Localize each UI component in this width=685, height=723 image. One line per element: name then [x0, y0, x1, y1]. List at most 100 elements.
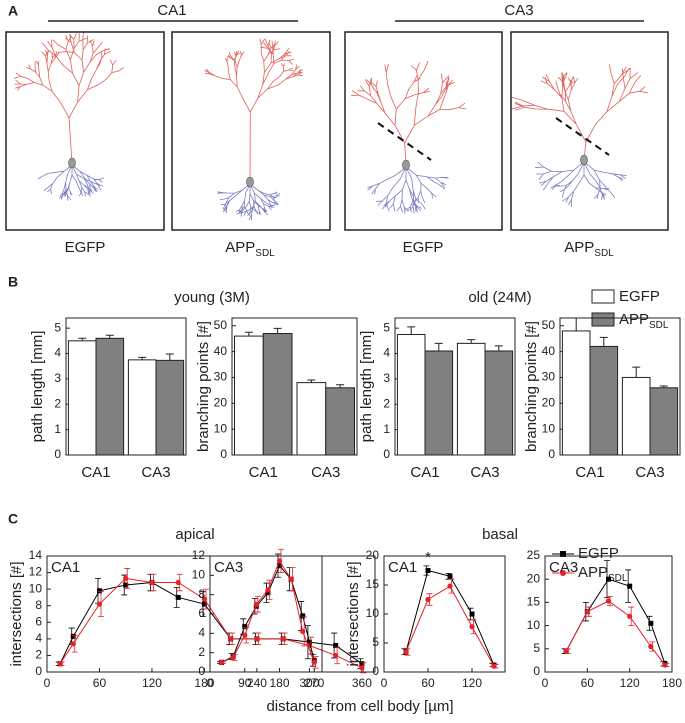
image-caption-main: EGFP: [65, 239, 106, 256]
legend-label: APPSDL: [619, 311, 669, 331]
y-tick-label: 0: [54, 447, 61, 461]
chart-label: CA3: [214, 559, 243, 576]
basal-dendrites: [534, 161, 627, 208]
y-tick-label: 0: [533, 664, 540, 678]
marker: [201, 601, 207, 607]
legend-swatch: [591, 289, 615, 304]
bar: [325, 387, 355, 456]
error-bar: [494, 345, 503, 351]
y-tick-label: 8: [198, 587, 205, 601]
chart-label: CA1: [51, 559, 80, 576]
legend-label-main: APP: [619, 311, 649, 328]
y-tick-label: 40: [214, 344, 228, 358]
legend-marker: [560, 551, 566, 557]
marker: [57, 661, 63, 667]
marker: [648, 620, 654, 626]
y-tick-label: 2: [54, 396, 61, 410]
marker: [149, 579, 155, 586]
y-tick-label: 20: [542, 395, 556, 409]
error-bar: [572, 317, 581, 331]
border-line: [377, 122, 432, 161]
apical-dendrites: [511, 64, 648, 161]
marker: [70, 633, 76, 639]
panel-title: apical: [175, 526, 214, 543]
y-tick-label: 10: [29, 581, 43, 595]
x-axis-label: distance from cell body [µm]: [266, 698, 453, 715]
y-tick-label: 0: [198, 664, 205, 678]
y-axis-label: branching points [#]: [195, 321, 212, 452]
legend-marker: [560, 570, 566, 576]
y-tick-label: 5: [54, 320, 61, 334]
apical-dendrites: [350, 60, 467, 166]
image-caption: APPSDL: [225, 239, 275, 259]
x-tick-label: 60: [581, 676, 595, 690]
image-caption-sub: SDL: [255, 248, 275, 259]
axis-frame: [559, 317, 681, 456]
marker: [254, 636, 260, 642]
bar: [424, 350, 454, 456]
y-tick-label: 10: [366, 606, 380, 620]
marker: [201, 596, 208, 602]
y-tick-label: 15: [527, 595, 541, 609]
axis-frame: [394, 317, 516, 456]
legend-label: APPSDL: [578, 564, 628, 584]
y-tick-label: 10: [542, 421, 556, 435]
marker: [277, 563, 283, 569]
y-tick-label: 0: [372, 664, 379, 678]
y-tick-label: 4: [54, 346, 61, 360]
marker: [491, 663, 497, 669]
legend-label-sub: SDL: [608, 573, 628, 584]
legend-label: EGFP: [578, 545, 619, 562]
marker: [175, 594, 181, 600]
marker: [300, 613, 306, 619]
bar: [456, 342, 486, 456]
x-tick-label: CA3: [141, 464, 170, 481]
x-tick-label: 120: [462, 676, 482, 690]
y-tick-label: 1: [383, 422, 390, 436]
image-frame: [171, 31, 331, 231]
marker: [96, 588, 102, 594]
y-tick-label: 10: [527, 618, 541, 632]
basal-dendrites: [38, 164, 105, 201]
marker: [605, 598, 612, 604]
image-caption: APPSDL: [564, 239, 614, 259]
image-caption-main: APP: [225, 239, 255, 256]
marker: [469, 611, 475, 617]
legend-swatch: [591, 312, 615, 327]
y-tick-label: 4: [383, 346, 390, 360]
y-tick-label: 20: [214, 395, 228, 409]
y-axis-label: branching points [#]: [523, 321, 540, 452]
marker: [218, 659, 225, 665]
bar: [127, 359, 157, 456]
x-tick-label: 60: [421, 676, 435, 690]
x-tick-label: 240: [247, 676, 267, 690]
marker: [276, 558, 283, 564]
y-tick-label: 10: [214, 421, 228, 435]
basal-dendrites: [217, 183, 280, 221]
error-bar: [632, 366, 641, 378]
axis-frame: [231, 317, 358, 456]
axis-frame: [544, 555, 673, 673]
legend-label-main: APP: [578, 564, 608, 581]
panel-title: young (3M): [174, 289, 250, 306]
x-tick-label: 180: [662, 676, 682, 690]
bar: [484, 350, 514, 456]
soma: [246, 176, 254, 188]
marker: [123, 575, 129, 581]
x-tick-label: 300: [299, 676, 319, 690]
x-tick-label: 120: [142, 676, 162, 690]
y-tick-label: 0: [35, 664, 42, 678]
image-frame: [5, 31, 165, 231]
error-bar: [434, 342, 443, 351]
marker: [253, 601, 259, 607]
error-bar: [138, 356, 147, 360]
y-tick-label: 4: [35, 631, 42, 645]
y-axis-label: intersections [#]: [345, 561, 362, 666]
y-tick-label: 12: [29, 565, 43, 579]
series-line: [405, 585, 495, 667]
y-tick-label: 5: [372, 635, 379, 649]
series-line: [565, 600, 666, 666]
marker: [265, 587, 271, 593]
marker: [300, 628, 306, 635]
